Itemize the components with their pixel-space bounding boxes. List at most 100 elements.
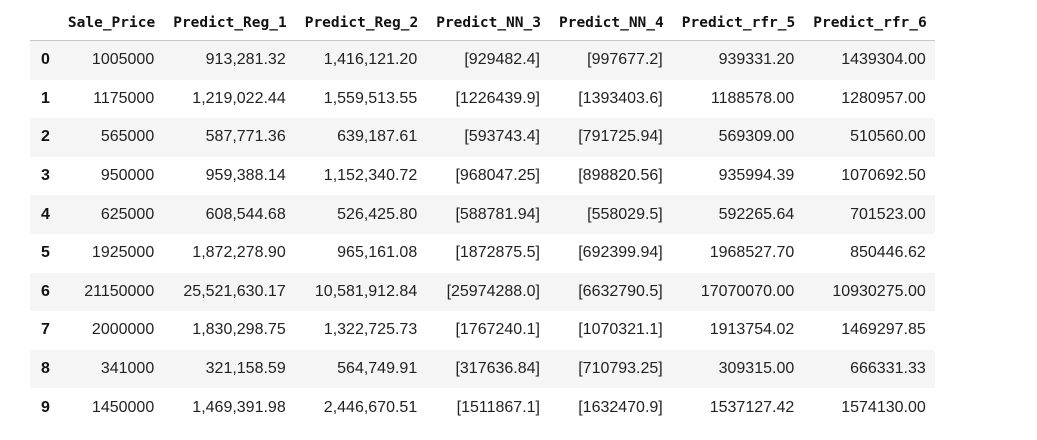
row-index: 1 — [41, 89, 50, 107]
table-row: 1 1175000 1,219,022.44 1,559,513.55 [1226439… — [30, 79, 935, 119]
table-header: Sale_Price Predict_Reg_1 Predict_Reg_2 P… — [30, 6, 935, 41]
column-header: Predict_Reg_1 — [163, 6, 295, 41]
table-cell: 587,771.36 — [205, 128, 286, 146]
table-cell: 1968527.70 — [709, 244, 795, 262]
table-cell: [588781.94] — [455, 205, 540, 223]
table-cell: 1070692.50 — [841, 167, 926, 185]
table-cell: [997677.2] — [587, 51, 663, 69]
table-cell: 25,521,630.17 — [183, 282, 286, 300]
table-cell: 10,581,912.84 — [314, 282, 418, 300]
row-index: 9 — [41, 398, 50, 416]
table-cell: 321,158.59 — [205, 360, 286, 378]
table-cell: [791725.94] — [578, 128, 663, 146]
column-header: Predict_NN_3 — [426, 6, 549, 41]
table-cell: 1,219,022.44 — [192, 89, 286, 107]
row-index: 5 — [41, 244, 50, 262]
table-row: 9 1450000 1,469,391.98 2,446,670.51 [1511867… — [30, 388, 935, 427]
table-row: 3 950000 959,388.14 1,152,340.72 [968047.25]… — [30, 156, 935, 196]
table-cell: 1,559,513.55 — [323, 89, 418, 107]
table-cell: 1574130.00 — [841, 398, 926, 416]
table-row: 4 625000 608,544.68 526,425.80 [588781.94] [5… — [30, 195, 935, 234]
table-cell: 1,416,121.20 — [323, 51, 418, 69]
table-cell: 1450000 — [91, 398, 155, 416]
table-cell: 666331.33 — [850, 360, 926, 378]
table-cell: 935994.39 — [718, 167, 795, 185]
table-cell: 1469297.85 — [841, 321, 926, 339]
table-cell: 10930275.00 — [832, 282, 926, 300]
table-cell: 2000000 — [91, 321, 155, 339]
row-index: 8 — [41, 360, 50, 378]
table-cell: 1537127.42 — [709, 398, 795, 416]
table-cell: [929482.4] — [464, 51, 540, 69]
table-cell: [1767240.1] — [455, 321, 540, 339]
table-cell: 1,830,298.75 — [192, 321, 286, 339]
table-cell: 510560.00 — [850, 128, 926, 146]
table-cell: 21150000 — [84, 282, 155, 300]
table-cell: 965,161.08 — [337, 244, 418, 262]
table-row: 5 1925000 1,872,278.90 965,161.08 [1872875.5… — [30, 233, 935, 273]
table-cell: [1511867.1] — [456, 398, 540, 416]
table-cell: 565000 — [100, 128, 155, 146]
row-index: 0 — [41, 51, 50, 69]
table-cell: [6632790.5] — [578, 282, 663, 300]
table-cell: 309315.00 — [718, 360, 795, 378]
table-cell: 625000 — [100, 205, 155, 223]
table-cell: 564,749.91 — [337, 360, 418, 378]
table-row: 7 2000000 1,830,298.75 1,322,725.73 [1767240… — [30, 311, 935, 350]
table-cell: 1439304.00 — [841, 51, 926, 69]
table-body: 0 1005000 913,281.32 1,416,121.20 [929482.4]… — [30, 40, 935, 427]
table-cell: [1070321.1] — [578, 321, 663, 339]
table-cell: 569309.00 — [718, 128, 795, 146]
table-cell: 17070070.00 — [700, 282, 795, 300]
row-index: 4 — [41, 205, 50, 223]
column-header: Predict_Reg_2 — [294, 6, 427, 41]
table-cell: 1280957.00 — [841, 89, 926, 107]
table-cell: [692399.94] — [578, 244, 663, 262]
table-row: 2 565000 587,771.36 639,187.61 [593743.4] [79… — [30, 118, 935, 157]
table-cell: 639,187.61 — [337, 128, 418, 146]
table-cell: [558029.5] — [587, 205, 663, 223]
table-cell: 701523.00 — [850, 205, 926, 223]
table-row: 6 21150000 25,521,630.17 10,581,912.84 [2597… — [30, 272, 935, 312]
table-cell: 1188578.00 — [710, 89, 795, 107]
column-header: Sale_Price — [57, 6, 164, 41]
dataframe-output: Sale_Price Predict_Reg_1 Predict_Reg_2 P… — [30, 6, 935, 427]
table-cell: 1925000 — [91, 244, 155, 262]
table-cell: 341000 — [100, 360, 155, 378]
index-header-cell — [30, 6, 58, 41]
table-cell: [593743.4] — [464, 128, 540, 146]
table-cell: [1226439.9] — [455, 89, 540, 107]
row-index: 3 — [41, 167, 50, 185]
column-header: Predict_NN_4 — [548, 6, 672, 41]
table-cell: [1872875.5] — [455, 244, 540, 262]
table-cell: [1632470.9] — [578, 398, 663, 416]
dataframe-table: Sale_Price Predict_Reg_1 Predict_Reg_2 P… — [30, 6, 935, 427]
table-cell: 913,281.32 — [205, 51, 286, 69]
table-cell: [898820.56] — [578, 167, 663, 185]
table-cell: [1393403.6] — [578, 89, 663, 107]
table-cell: 526,425.80 — [337, 205, 418, 223]
column-header: Predict_rfr_6 — [803, 6, 935, 41]
table-cell: 1175000 — [93, 89, 155, 107]
table-cell: 1,152,340.72 — [323, 167, 418, 185]
table-cell: 608,544.68 — [205, 205, 286, 223]
header-row: Sale_Price Predict_Reg_1 Predict_Reg_2 P… — [30, 6, 935, 41]
table-cell: 959,388.14 — [205, 167, 286, 185]
table-cell: [25974288.0] — [446, 282, 540, 300]
row-index: 6 — [41, 282, 50, 300]
table-cell: 1,469,391.98 — [192, 398, 286, 416]
table-cell: 939331.20 — [718, 51, 795, 69]
table-cell: 592265.64 — [718, 205, 795, 223]
table-cell: [968047.25] — [455, 167, 540, 185]
table-cell: 1,872,278.90 — [192, 244, 286, 262]
column-header: Predict_rfr_5 — [671, 6, 804, 41]
table-row: 8 341000 321,158.59 564,749.91 [317636.84] [7… — [30, 349, 935, 389]
table-cell: 850446.62 — [850, 244, 926, 262]
table-cell: 950000 — [100, 167, 155, 185]
table-cell: [710793.25] — [578, 360, 663, 378]
row-index: 7 — [41, 321, 50, 339]
row-index: 2 — [41, 128, 50, 146]
table-cell: 2,446,670.51 — [323, 398, 418, 416]
table-cell: 1005000 — [91, 51, 155, 69]
table-cell: 1913754.02 — [709, 321, 795, 339]
